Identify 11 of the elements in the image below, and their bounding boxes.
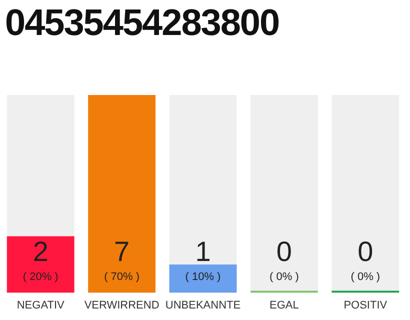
data-label: 0 ( 0% ) [270,236,299,283]
data-label: 2 ( 20% ) [22,236,58,283]
data-label: 1 ( 10% ) [185,236,221,283]
x-tick-label: VERWIRREND [84,299,160,312]
data-label: 7 ( 70% ) [104,236,140,283]
x-tick-label: EGAL [270,299,299,312]
x-tick-label: NEGATIV [16,299,65,312]
x-tick-label: POSITIV [344,299,388,312]
chart-title: 04535454283800 [5,2,280,44]
x-tick-label: UNBEKANNTE [165,299,241,312]
data-label: 0 ( 0% ) [350,236,380,283]
